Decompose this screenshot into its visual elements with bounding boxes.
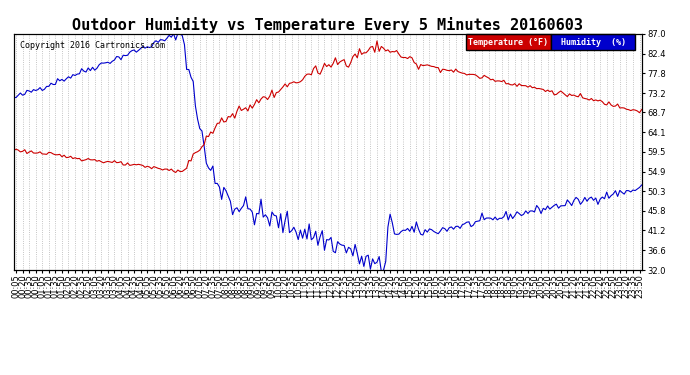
- Title: Outdoor Humidity vs Temperature Every 5 Minutes 20160603: Outdoor Humidity vs Temperature Every 5 …: [72, 16, 583, 33]
- Text: Copyright 2016 Cartronics.com: Copyright 2016 Cartronics.com: [20, 41, 165, 50]
